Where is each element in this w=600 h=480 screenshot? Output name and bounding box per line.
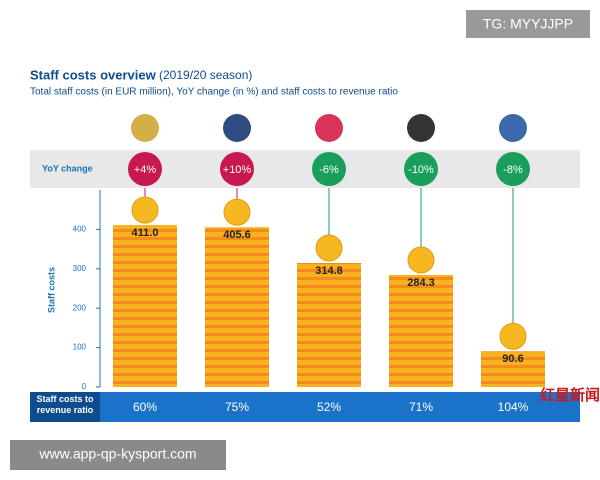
y-tick-label: 300 (73, 264, 87, 273)
club-logo (315, 114, 343, 142)
yoy-marker (312, 152, 346, 186)
coin (223, 198, 251, 226)
coin (407, 246, 435, 274)
watermark: www.app-qp-kysport.com (38, 446, 196, 462)
club-logo (131, 114, 159, 142)
ratio-label: 104% (498, 400, 529, 414)
value-label: 405.6 (223, 229, 251, 241)
yoy-label: -8% (503, 164, 523, 176)
coin (315, 234, 343, 262)
value-label: 284.3 (407, 277, 435, 289)
bar (389, 274, 453, 387)
bar (481, 351, 545, 387)
club-logo (407, 114, 435, 142)
watermark: 红星新闻 (540, 386, 600, 404)
watermark: TG: MYYJJPP (483, 16, 573, 32)
yoy-marker (404, 152, 438, 186)
ratio-label-wrap: Staff costs to revenue ratio (36, 394, 94, 415)
yoy-label: YoY change (42, 163, 93, 173)
ratio-label: 52% (317, 400, 341, 414)
chart-title: Staff costs overview (30, 67, 157, 82)
title-note: (2019/20 season) (159, 68, 252, 82)
y-tick-label: 0 (82, 382, 87, 391)
bar (297, 262, 361, 387)
yoy-label: +10% (223, 164, 252, 176)
club-logo (499, 114, 527, 142)
y-tick-label: 200 (73, 303, 87, 312)
club-logo (223, 114, 251, 142)
value-label: 90.6 (502, 353, 523, 365)
value-label: 411.0 (132, 227, 159, 239)
yoy-label: -6% (319, 164, 339, 176)
coin (499, 322, 527, 350)
subtitle: Total staff costs (in EUR million), YoY … (30, 87, 398, 98)
coin (131, 196, 159, 224)
yoy-marker (496, 152, 530, 186)
ratio-label: 75% (225, 400, 249, 414)
yoy-band (30, 150, 580, 188)
yoy-marker (128, 152, 162, 186)
y-tick-label: 100 (73, 343, 87, 352)
ratio-label: Staff costs to revenue ratio (36, 394, 94, 415)
watermark-box (10, 440, 226, 470)
ratio-band (30, 392, 580, 422)
bar (205, 227, 269, 387)
yoy-label: +4% (134, 164, 157, 176)
y-axis-label: Staff costs (46, 267, 56, 313)
bar (113, 225, 177, 387)
watermark-box (466, 10, 590, 38)
ratio-label-box (30, 392, 100, 422)
yoy-marker (220, 152, 254, 186)
y-tick-label: 400 (73, 225, 87, 234)
value-label: 314.8 (315, 265, 343, 277)
ratio-label: 60% (133, 400, 157, 414)
yoy-label: -10% (408, 164, 434, 176)
ratio-label: 71% (409, 400, 433, 414)
